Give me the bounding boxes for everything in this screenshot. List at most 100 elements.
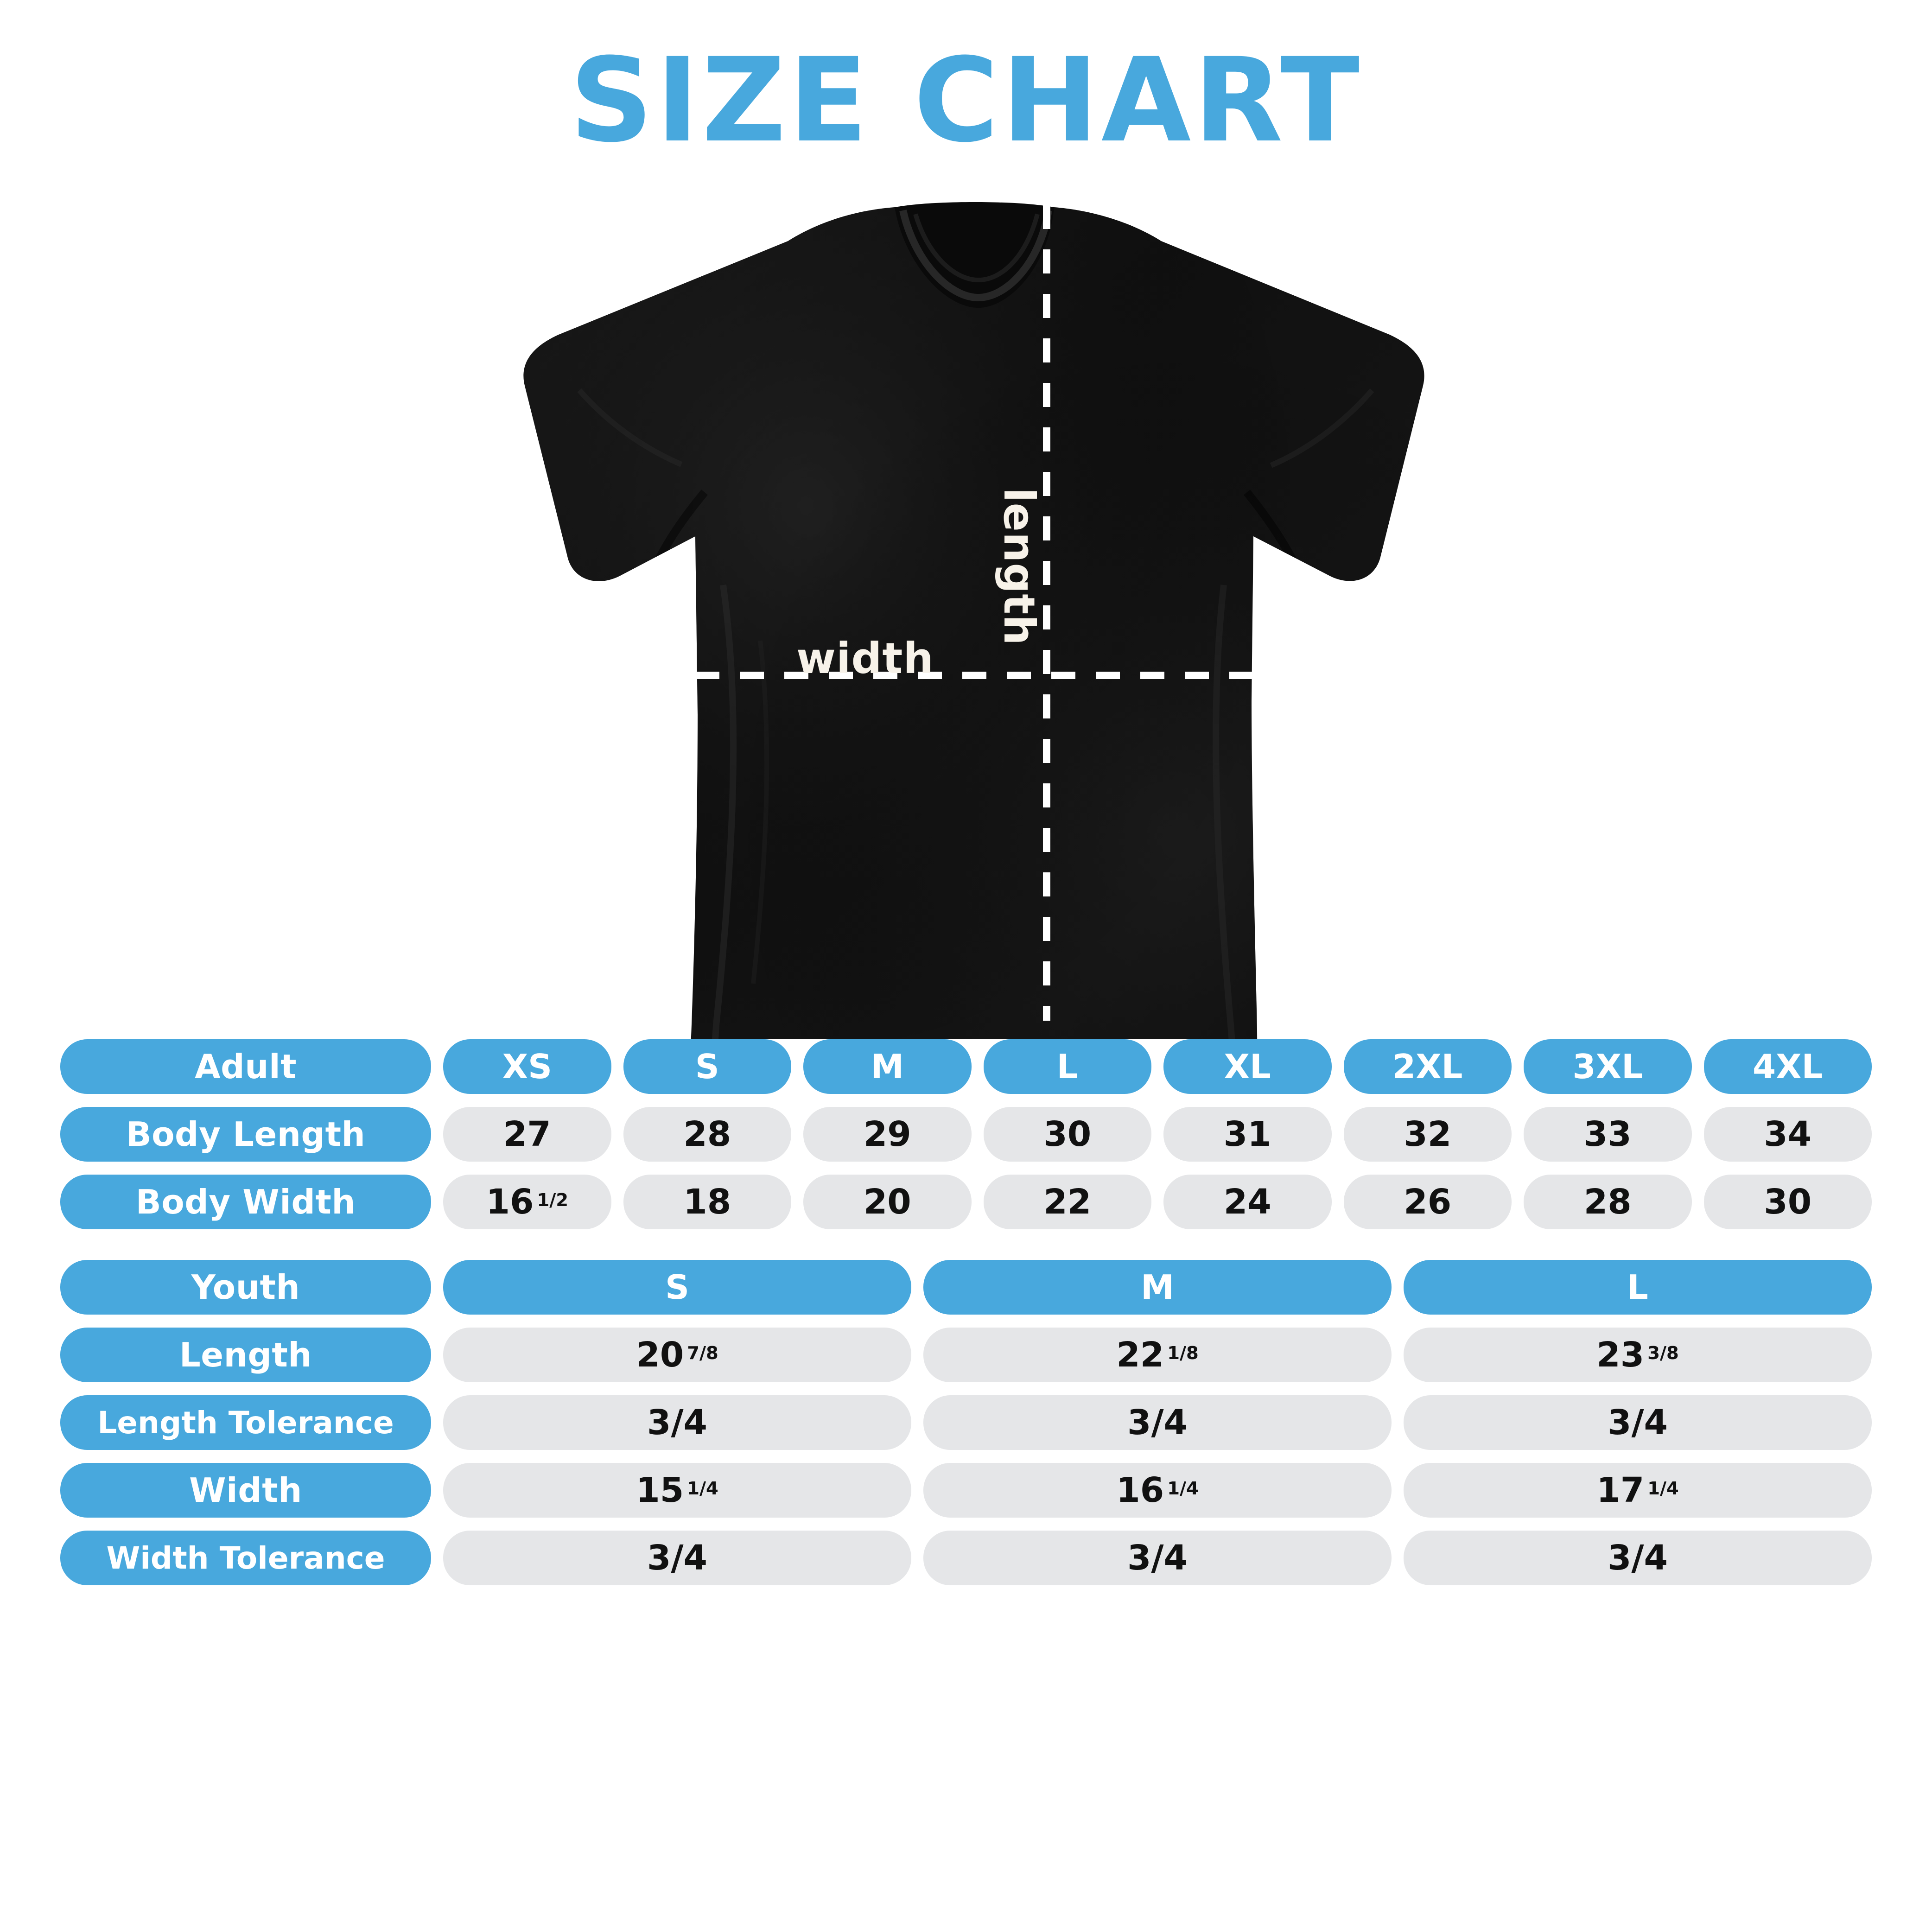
size-chart-page: SIZE CHART: [0, 33, 1932, 1585]
table-cell: 28: [1524, 1175, 1692, 1229]
table-cell: 17 1/4: [1404, 1463, 1872, 1518]
cell-value: 28: [683, 1114, 731, 1154]
cell-value: 31: [1223, 1114, 1271, 1154]
adult-size-table: Adult XS S M L XL 2XL 3XL 4XL Body Lengt…: [60, 1039, 1872, 1229]
adult-table-label: Adult: [60, 1039, 431, 1094]
table-cell: 16 1/2: [443, 1175, 611, 1229]
cell-value: 16: [486, 1182, 534, 1222]
table-cell: 22 1/8: [923, 1328, 1392, 1382]
cell-fraction: 1/2: [537, 1189, 569, 1211]
youth-table-label: Youth: [60, 1260, 431, 1315]
table-cell: 32: [1343, 1107, 1512, 1162]
table-cell: 20: [803, 1175, 972, 1229]
table-cell: 34: [1703, 1107, 1872, 1162]
cell-value: 30: [1764, 1182, 1812, 1222]
row-label-length: Length: [60, 1328, 431, 1382]
row-label-body-width: Body Width: [60, 1175, 431, 1229]
table-cell: 16 1/4: [923, 1463, 1392, 1518]
size-tables: Adult XS S M L XL 2XL 3XL 4XL Body Lengt…: [0, 1039, 1932, 1585]
table-cell: 3/4: [443, 1531, 911, 1585]
adult-column-xl: XL: [1163, 1039, 1332, 1094]
youth-width-row: Width 15 1/4 16 1/4 17 1/4: [60, 1463, 1872, 1518]
table-cell: 33: [1524, 1107, 1692, 1162]
table-cell: 22: [983, 1175, 1151, 1229]
cell-value: 29: [863, 1114, 911, 1154]
table-cell: 31: [1163, 1107, 1332, 1162]
cell-value: 20: [863, 1182, 911, 1222]
table-cell: 3/4: [1404, 1531, 1872, 1585]
cell-fraction: 1/4: [687, 1478, 718, 1499]
youth-column-m: M: [923, 1260, 1392, 1315]
collar-ribbing: [899, 210, 1052, 302]
table-cell: 15 1/4: [443, 1463, 911, 1518]
adult-column-s: S: [623, 1039, 791, 1094]
row-label-width-tolerance: Width Tolerance: [60, 1531, 431, 1585]
cell-value: 3/4: [1127, 1403, 1188, 1443]
adult-column-3xl: 3XL: [1524, 1039, 1692, 1094]
cell-fraction: 1/4: [1167, 1478, 1199, 1499]
cell-value: 3/4: [1607, 1403, 1668, 1443]
adult-column-l: L: [983, 1039, 1151, 1094]
cell-value: 33: [1583, 1114, 1632, 1154]
table-cell: 30: [983, 1107, 1151, 1162]
row-label-length-tolerance: Length Tolerance: [60, 1395, 431, 1450]
table-cell: 20 7/8: [443, 1328, 911, 1382]
cell-value: 26: [1404, 1182, 1452, 1222]
length-measure-label: length: [994, 488, 1044, 646]
table-cell: 26: [1343, 1175, 1512, 1229]
width-measure-label: width: [796, 634, 934, 683]
cell-value: 15: [636, 1470, 684, 1510]
cell-value: 17: [1596, 1470, 1645, 1510]
cell-fraction: 7/8: [687, 1342, 718, 1364]
cell-value: 22: [1116, 1335, 1164, 1375]
cell-value: 24: [1223, 1182, 1271, 1222]
table-cell: 23 3/8: [1404, 1328, 1872, 1382]
tshirt-graphic: [523, 202, 1424, 1039]
adult-column-xs: XS: [443, 1039, 611, 1094]
cell-value: 23: [1596, 1335, 1645, 1375]
cell-value: 34: [1764, 1114, 1812, 1154]
table-cell: 3/4: [443, 1395, 911, 1450]
tshirt-illustration: width length: [0, 168, 1932, 1039]
youth-column-s: S: [443, 1260, 911, 1315]
cell-value: 18: [683, 1182, 731, 1222]
table-cell: 28: [623, 1107, 791, 1162]
cell-fraction: 3/8: [1647, 1342, 1679, 1364]
row-label-body-length: Body Length: [60, 1107, 431, 1162]
adult-body-length-row: Body Length 27 28 29 30 31 32 33 34: [60, 1107, 1872, 1162]
table-spacer: [60, 1229, 1872, 1260]
cell-fraction: 1/8: [1167, 1342, 1199, 1364]
youth-length-tolerance-row: Length Tolerance 3/4 3/4 3/4: [60, 1395, 1872, 1450]
cell-value: 32: [1404, 1114, 1452, 1154]
cell-value: 16: [1116, 1470, 1164, 1510]
table-cell: 3/4: [1404, 1395, 1872, 1450]
cell-value: 22: [1043, 1182, 1092, 1222]
cell-value: 27: [503, 1114, 551, 1154]
cell-value: 3/4: [1607, 1538, 1668, 1578]
table-cell: 30: [1703, 1175, 1872, 1229]
adult-column-4xl: 4XL: [1703, 1039, 1872, 1094]
cell-value: 20: [636, 1335, 684, 1375]
adult-column-2xl: 2XL: [1343, 1039, 1512, 1094]
cell-value: 28: [1583, 1182, 1632, 1222]
table-cell: 3/4: [923, 1395, 1392, 1450]
youth-size-table: Youth S M L Length 20 7/8 22 1/8 23 3/8 Len…: [60, 1260, 1872, 1585]
page-title: SIZE CHART: [569, 33, 1363, 168]
table-cell: 29: [803, 1107, 972, 1162]
table-cell: 24: [1163, 1175, 1332, 1229]
table-cell: 27: [443, 1107, 611, 1162]
cell-value: 3/4: [647, 1403, 707, 1443]
row-label-width: Width: [60, 1463, 431, 1518]
youth-length-row: Length 20 7/8 22 1/8 23 3/8: [60, 1328, 1872, 1382]
youth-header-row: Youth S M L: [60, 1260, 1872, 1315]
youth-column-l: L: [1404, 1260, 1872, 1315]
table-cell: 3/4: [923, 1531, 1392, 1585]
cell-value: 3/4: [1127, 1538, 1188, 1578]
adult-body-width-row: Body Width 16 1/2 18 20 22 24 26 28 30: [60, 1175, 1872, 1229]
table-cell: 18: [623, 1175, 791, 1229]
adult-header-row: Adult XS S M L XL 2XL 3XL 4XL: [60, 1039, 1872, 1094]
cell-fraction: 1/4: [1647, 1478, 1679, 1499]
youth-width-tolerance-row: Width Tolerance 3/4 3/4 3/4: [60, 1531, 1872, 1585]
adult-column-m: M: [803, 1039, 972, 1094]
cell-value: 3/4: [647, 1538, 707, 1578]
